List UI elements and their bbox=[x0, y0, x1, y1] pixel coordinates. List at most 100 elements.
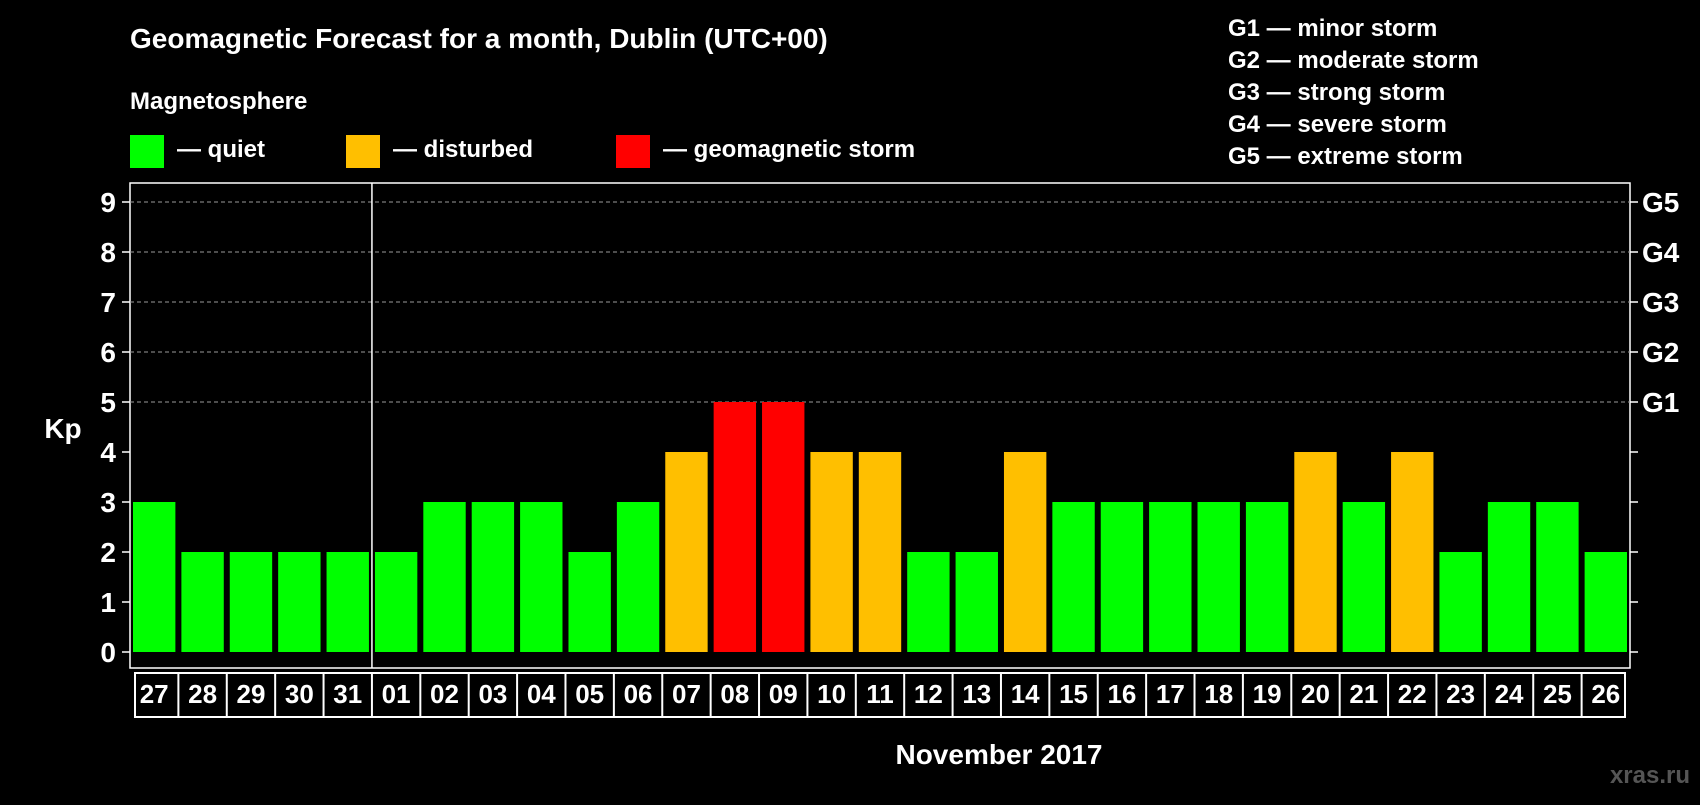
bar-03 bbox=[471, 502, 515, 652]
y-tick-label: 5 bbox=[100, 387, 116, 418]
y-tick-label: 6 bbox=[100, 337, 116, 368]
x-tick-label-31: 31 bbox=[333, 679, 362, 709]
bar-31 bbox=[326, 552, 369, 652]
right-tick-label-g2: G2 bbox=[1642, 337, 1679, 368]
bar-08 bbox=[713, 402, 757, 652]
bar-27 bbox=[133, 502, 176, 652]
x-tick-label-01: 01 bbox=[382, 679, 411, 709]
legend-swatch-storm bbox=[616, 135, 650, 168]
x-tick-label-11: 11 bbox=[866, 679, 894, 709]
y-tick-label: 4 bbox=[100, 437, 116, 468]
x-tick-label-30: 30 bbox=[285, 679, 314, 709]
x-tick-label-17: 17 bbox=[1156, 679, 1185, 709]
x-tick-label-04: 04 bbox=[527, 679, 556, 709]
bar-02 bbox=[423, 502, 466, 652]
x-tick-label-06: 06 bbox=[624, 679, 653, 709]
storm-level-g1: G1 — minor storm bbox=[1228, 15, 1437, 42]
bar-17 bbox=[1149, 502, 1192, 652]
chart-title: Geomagnetic Forecast for a month, Dublin… bbox=[130, 23, 828, 54]
y-tick-label: 3 bbox=[100, 487, 116, 518]
y-tick-label: 2 bbox=[100, 537, 116, 568]
x-axis-box bbox=[134, 672, 1626, 718]
bar-30 bbox=[278, 552, 321, 652]
x-tick-label-03: 03 bbox=[478, 679, 507, 709]
x-tick-label-10: 10 bbox=[817, 679, 846, 709]
legend: — quiet — disturbed — geomagnetic storm bbox=[130, 135, 915, 168]
legend-swatch-disturbed bbox=[346, 135, 380, 168]
x-tick-label-24: 24 bbox=[1495, 679, 1524, 709]
plot-frame bbox=[129, 182, 1631, 669]
legend-label-quiet: — quiet bbox=[177, 136, 265, 163]
x-tick-label-25: 25 bbox=[1543, 679, 1572, 709]
x-axis-label: November 2017 bbox=[895, 739, 1102, 770]
legend-label-disturbed: — disturbed bbox=[393, 136, 533, 163]
x-tick-label-28: 28 bbox=[188, 679, 217, 709]
x-tick-label-13: 13 bbox=[962, 679, 991, 709]
x-tick-label-16: 16 bbox=[1107, 679, 1136, 709]
storm-level-g2: G2 — moderate storm bbox=[1228, 47, 1479, 74]
y-tick-label: 0 bbox=[100, 637, 116, 668]
y-tick-label: 7 bbox=[100, 287, 116, 318]
bar-25 bbox=[1536, 502, 1579, 652]
y-axis-label: Kp bbox=[44, 413, 81, 444]
bar-20 bbox=[1294, 452, 1337, 652]
bar-23 bbox=[1439, 552, 1482, 652]
x-tick-label-29: 29 bbox=[237, 679, 266, 709]
x-tick-label-26: 26 bbox=[1591, 679, 1620, 709]
bar-19 bbox=[1245, 502, 1289, 652]
x-tick-label-23: 23 bbox=[1446, 679, 1475, 709]
bar-14 bbox=[1003, 452, 1047, 652]
y-tick-label: 8 bbox=[100, 237, 116, 268]
legend-swatch-quiet bbox=[130, 135, 164, 168]
bar-18 bbox=[1197, 502, 1240, 652]
bar-26 bbox=[1584, 552, 1627, 652]
x-tick-label-14: 14 bbox=[1011, 679, 1040, 709]
y-tick-label: 9 bbox=[100, 187, 116, 218]
legend-title: Magnetosphere bbox=[130, 88, 307, 115]
bar-05 bbox=[568, 552, 611, 652]
x-tick-label-02: 02 bbox=[430, 679, 459, 709]
x-tick-label-07: 07 bbox=[672, 679, 701, 709]
x-tick-label-19: 19 bbox=[1253, 679, 1282, 709]
right-tick-label-g4: G4 bbox=[1642, 237, 1680, 268]
x-tick-label-09: 09 bbox=[769, 679, 798, 709]
x-tick-label-21: 21 bbox=[1349, 679, 1378, 709]
bar-15 bbox=[1052, 502, 1095, 652]
bar-06 bbox=[616, 502, 660, 652]
bar-29 bbox=[229, 552, 273, 652]
storm-level-g5: G5 — extreme storm bbox=[1228, 143, 1463, 170]
legend-label-storm: — geomagnetic storm bbox=[663, 136, 915, 163]
bar-24 bbox=[1487, 502, 1531, 652]
watermark: xras.ru bbox=[1610, 762, 1690, 789]
bar-01 bbox=[374, 552, 418, 652]
y-tick-label: 1 bbox=[100, 587, 116, 618]
bar-28 bbox=[181, 552, 224, 652]
storm-level-g4: G4 — severe storm bbox=[1228, 111, 1447, 138]
x-tick-label-15: 15 bbox=[1059, 679, 1088, 709]
x-tick-label-20: 20 bbox=[1301, 679, 1330, 709]
storm-level-legend: G1 — minor storm G2 — moderate storm G3 … bbox=[1228, 15, 1479, 170]
x-tick-label-08: 08 bbox=[720, 679, 749, 709]
bar-22 bbox=[1391, 452, 1434, 652]
bar-04 bbox=[520, 502, 563, 652]
right-tick-label-g5: G5 bbox=[1642, 187, 1679, 218]
right-tick-label-g3: G3 bbox=[1642, 287, 1679, 318]
bar-09 bbox=[762, 402, 805, 652]
storm-level-g3: G3 — strong storm bbox=[1228, 79, 1445, 106]
bar-16 bbox=[1100, 502, 1144, 652]
bar-12 bbox=[907, 552, 950, 652]
x-tick-label-22: 22 bbox=[1398, 679, 1427, 709]
x-tick-label-27: 27 bbox=[140, 679, 169, 709]
bar-07 bbox=[665, 452, 708, 652]
bar-11 bbox=[858, 452, 902, 652]
bar-21 bbox=[1342, 502, 1386, 652]
x-tick-label-05: 05 bbox=[575, 679, 604, 709]
bar-10 bbox=[810, 452, 853, 652]
x-tick-label-12: 12 bbox=[914, 679, 943, 709]
right-tick-label-g1: G1 bbox=[1642, 387, 1679, 418]
bar-13 bbox=[955, 552, 998, 652]
x-tick-label-18: 18 bbox=[1204, 679, 1233, 709]
